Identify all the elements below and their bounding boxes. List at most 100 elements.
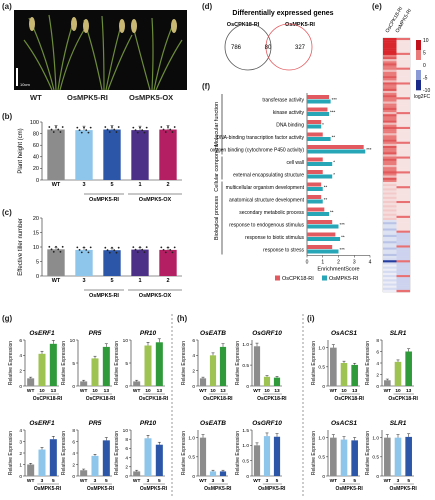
y-tick-label: 1.5 — [242, 428, 249, 434]
heatmap-cell — [396, 203, 410, 206]
heatmap-cell — [383, 224, 397, 227]
heatmap-cell — [383, 239, 397, 242]
bar — [75, 249, 93, 276]
heatmap-cell — [383, 243, 397, 246]
x-tick-label: 2 — [166, 182, 169, 188]
data-point — [162, 128, 165, 131]
group-label: OsMPK5-OX — [139, 293, 172, 299]
heatmap-cell — [383, 69, 397, 73]
heatmap-cell — [383, 88, 397, 92]
y-tick-label: 4 — [72, 451, 75, 457]
bar-oscpk18 — [307, 182, 322, 187]
group-label: OsMPK5-RI — [336, 486, 364, 492]
group-label: OsCPK18-RI — [33, 396, 63, 402]
gene-title: OsEATB — [200, 330, 226, 337]
x-tick-label: 10 — [264, 388, 270, 394]
x-tick-label: WT — [330, 388, 338, 394]
heatmap-cell — [383, 279, 397, 282]
heatmap-cell — [396, 222, 410, 225]
significance: * — [333, 172, 335, 177]
bar — [330, 437, 337, 476]
legend-label: OsMPK5-RI — [329, 276, 359, 282]
y-tick-label: 0.5 — [242, 458, 249, 464]
heatmap-cell — [383, 150, 397, 153]
y-tick-label: 6 — [125, 446, 128, 452]
venn-title: Differentially expressed genes — [232, 10, 333, 17]
x-tick-label: 5 — [353, 478, 356, 484]
heatmap-cell — [396, 160, 410, 164]
bar — [219, 471, 227, 476]
y-tick-label: 1.0 — [318, 435, 325, 441]
group-label: OsCPK18-RI — [257, 396, 287, 402]
y-tick-label: 6 — [376, 349, 379, 355]
y-tick-label: 0 — [322, 384, 325, 390]
heatmap-cell — [383, 207, 397, 210]
x-tick-label: 5 — [52, 478, 55, 484]
colorbar-segment — [416, 50, 421, 61]
bar — [405, 351, 412, 386]
data-point — [50, 248, 53, 251]
category-label: DNA-binding transcription factor activit… — [216, 135, 304, 141]
y-axis-title: Relative Expression — [235, 341, 241, 385]
y-tick-label: 0 — [72, 384, 75, 390]
heatmap-cell — [396, 179, 410, 183]
heatmap-cell — [383, 42, 397, 45]
y-tick-label: 20 — [33, 166, 39, 172]
bar-oscpk18 — [307, 95, 330, 99]
heatmap-cell — [383, 137, 397, 140]
data-point — [76, 126, 79, 129]
heatmap-cell — [383, 40, 397, 43]
bar — [273, 377, 281, 386]
x-tick-label: 13 — [352, 388, 358, 394]
heatmap-cell — [396, 80, 410, 83]
y-axis-title: Relative Expression — [311, 341, 317, 385]
significance: ** — [330, 210, 334, 215]
heatmap-cell — [383, 131, 397, 134]
bar — [155, 444, 163, 476]
heatmap-cell — [396, 268, 410, 272]
heatmap-cell — [383, 50, 397, 54]
heatmap-cell — [396, 241, 410, 244]
bar-osmpk5 — [307, 124, 322, 129]
heatmap-cell — [396, 287, 410, 291]
x-tick-label: 5 — [110, 278, 113, 284]
heatmap-cell — [396, 109, 410, 113]
heatmap-cell — [383, 165, 397, 168]
gene-title: OsACS1 — [331, 330, 357, 337]
heatmap-cell — [383, 109, 397, 113]
x-tick-label: 10 — [395, 388, 401, 394]
legend-swatch — [275, 275, 280, 281]
x-tick-label: 5 — [110, 182, 113, 188]
heatmap-cell — [383, 99, 397, 102]
heatmap-cell — [383, 289, 397, 293]
heatmap-cell — [383, 61, 397, 64]
venn-only1: 786 — [231, 45, 242, 51]
x-tick-label: 3 — [353, 260, 356, 266]
bar-osmpk5 — [307, 187, 323, 191]
y-tick-label: 0.5 — [188, 455, 195, 461]
heatmap-cell — [383, 162, 397, 166]
heatmap-cell — [383, 241, 397, 244]
data-point — [87, 251, 90, 254]
heatmap-cell — [383, 266, 397, 269]
plant-illustration: 10cm — [16, 14, 183, 91]
bar — [155, 342, 163, 386]
bar — [80, 381, 88, 386]
bar-oscpk18 — [307, 245, 333, 249]
heatmap-cell — [383, 114, 397, 117]
heatmap-cell — [396, 207, 410, 210]
heatmap-cell — [396, 61, 410, 64]
y-tick-label: 0 — [192, 384, 195, 390]
y-tick-label: 1.0 — [372, 435, 379, 441]
x-tick-label: WT — [133, 478, 141, 484]
y-tick-label: 6 — [192, 338, 195, 344]
y-tick-label: 1.0 — [242, 443, 249, 449]
x-tick-label: WT — [199, 478, 207, 484]
x-tick-label: 13 — [406, 388, 412, 394]
gene-title: SLR1 — [390, 420, 407, 427]
colorbar-tick: 10 — [423, 38, 429, 44]
group-label: OsCPK18-RI — [334, 396, 364, 402]
data-point — [59, 131, 62, 133]
y-tick-label: 5 — [36, 259, 39, 265]
